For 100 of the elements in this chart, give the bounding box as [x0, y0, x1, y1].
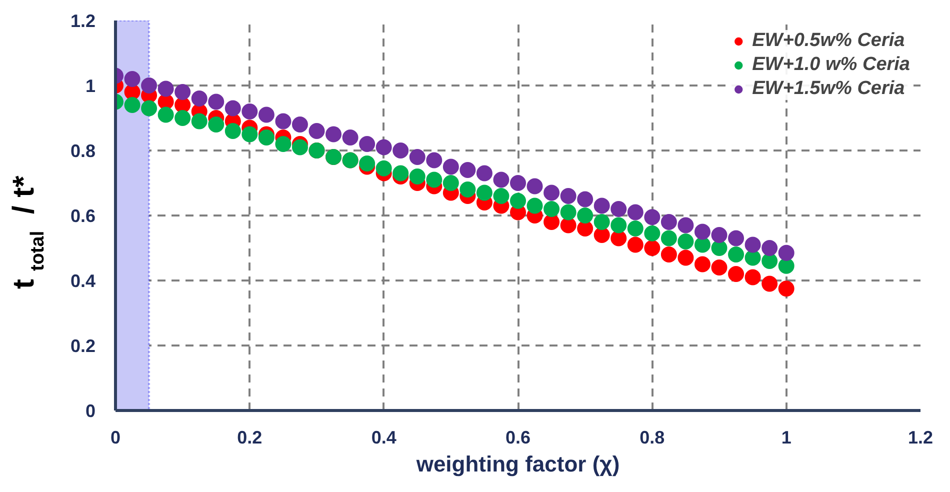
point: [762, 276, 778, 292]
point: [526, 198, 543, 214]
point: [594, 214, 610, 230]
x-tick-label: 1.2: [908, 428, 934, 448]
point: [694, 236, 710, 253]
point: [191, 113, 208, 130]
point: [510, 175, 526, 191]
point: [359, 136, 376, 152]
point: [158, 80, 174, 97]
point: [460, 162, 476, 178]
point: [627, 204, 644, 220]
point: [292, 116, 308, 132]
legend-label: EW+0.5w% Ceria: [752, 30, 905, 52]
point: [728, 246, 744, 262]
point: [694, 256, 710, 272]
point: [376, 160, 392, 176]
x-tick-label: 0.2: [237, 428, 262, 448]
point: [678, 250, 694, 266]
y-tick-label: 0.6: [70, 206, 96, 226]
point: [359, 156, 376, 172]
y-tick-label: 0.4: [70, 271, 96, 291]
legend-label: EW+1.0 w% Ceria: [752, 54, 910, 76]
point: [174, 84, 191, 100]
point: [258, 106, 274, 123]
point: [778, 258, 794, 274]
point: [678, 217, 694, 234]
point: [744, 236, 761, 253]
point: [711, 260, 728, 276]
point: [544, 214, 560, 230]
point: [644, 209, 660, 226]
x-tick-label: 0.4: [371, 428, 396, 448]
x-axis-title: weighting factor (χ): [415, 452, 620, 476]
point: [258, 130, 274, 146]
x-tick-label: 0.8: [640, 428, 665, 448]
point: [275, 113, 292, 130]
point: [158, 106, 174, 123]
point: [460, 182, 476, 198]
point: [275, 136, 292, 152]
y-tick-label: 0: [85, 401, 96, 421]
point: [510, 192, 526, 209]
point: [762, 253, 778, 269]
point: [577, 208, 594, 224]
point: [208, 94, 224, 110]
point: [292, 139, 308, 156]
point: [610, 201, 627, 217]
y-tick-label: 0.2: [70, 336, 96, 356]
point: [627, 220, 644, 236]
point: [224, 123, 241, 139]
point: [476, 184, 492, 201]
point: [660, 246, 677, 262]
point: [560, 204, 576, 220]
point: [493, 172, 510, 188]
point: [526, 178, 543, 194]
point: [141, 78, 158, 94]
point: [711, 240, 728, 256]
point: [342, 130, 358, 146]
point: [224, 100, 241, 116]
point: [694, 224, 710, 240]
point: [678, 234, 694, 250]
point: [660, 230, 677, 246]
point: [577, 191, 594, 208]
point: [493, 188, 510, 204]
point: [409, 168, 426, 184]
point: [610, 217, 627, 234]
x-tick-label: 1: [781, 428, 792, 448]
point: [644, 225, 660, 242]
point: [762, 240, 778, 256]
point: [594, 227, 610, 243]
point: [660, 214, 677, 230]
point: [744, 250, 761, 266]
x-tick-label: 0: [110, 428, 121, 448]
point: [208, 116, 224, 132]
point: [174, 110, 191, 126]
point: [392, 142, 409, 158]
point: [744, 269, 761, 286]
point: [778, 280, 794, 297]
point: [728, 266, 744, 282]
point: [242, 104, 258, 120]
point: [644, 240, 660, 256]
point: [544, 201, 560, 217]
point: [627, 236, 644, 253]
point: [242, 126, 258, 142]
y-axis-title: ttotal/ t*: [8, 175, 48, 289]
y-tick-label: 0.8: [70, 141, 96, 161]
point: [141, 100, 158, 116]
point: [124, 97, 140, 113]
point: [191, 90, 208, 106]
point: [442, 158, 459, 175]
point: [326, 126, 342, 142]
legend-label: EW+1.5w% Ceria: [752, 78, 905, 100]
point: [594, 198, 610, 214]
point: [426, 152, 442, 168]
point: [560, 217, 576, 234]
point: [610, 230, 627, 246]
y-tick-label: 1: [85, 76, 96, 96]
x-tick-label: 0.6: [505, 428, 531, 448]
point: [442, 175, 459, 191]
point: [392, 165, 409, 182]
point: [476, 165, 492, 182]
point: [308, 123, 325, 139]
